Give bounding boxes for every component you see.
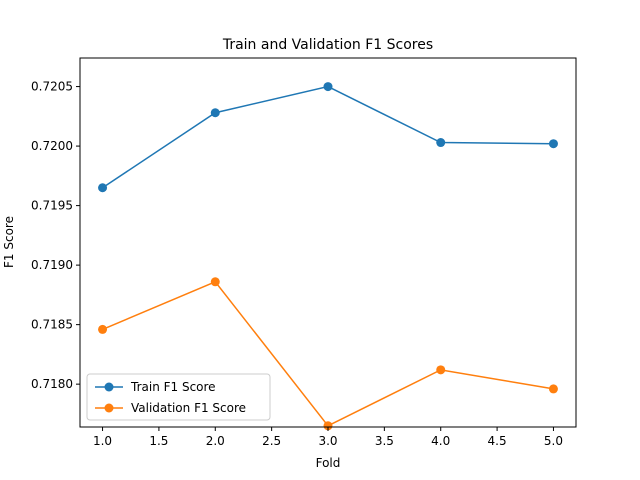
x-tick-label: 3.5	[375, 434, 394, 448]
y-tick-label: 0.7200	[31, 139, 73, 153]
legend-marker-1	[104, 403, 114, 413]
y-tick-label: 0.7180	[31, 377, 73, 391]
series-0-point	[548, 139, 558, 149]
x-tick-label: 4.0	[431, 434, 450, 448]
x-tick-label: 2.5	[262, 434, 281, 448]
legend-marker-0	[104, 382, 114, 392]
legend-label-0: Train F1 Score	[130, 380, 216, 394]
y-tick-label: 0.7205	[31, 80, 73, 94]
series-line-0	[102, 85, 554, 189]
series-0-point	[323, 82, 333, 92]
y-tick-label: 0.7190	[31, 258, 73, 272]
y-tick-label: 0.7195	[31, 199, 73, 213]
legend-label-1: Validation F1 Score	[131, 401, 246, 415]
series-1-point	[323, 421, 333, 431]
x-tick-label: 4.5	[488, 434, 507, 448]
y-axis-label: F1 Score	[2, 216, 16, 268]
x-tick-label: 1.0	[93, 434, 112, 448]
legend-box	[86, 373, 271, 421]
x-tick-label: 2.0	[206, 434, 225, 448]
y-tick-label: 0.7185	[31, 318, 73, 332]
x-tick-label: 5.0	[544, 434, 563, 448]
series-1-point	[210, 277, 220, 287]
series-1-point	[98, 324, 108, 334]
series-1-point	[436, 365, 446, 375]
x-tick-label: 1.5	[149, 434, 168, 448]
legend: Train F1 Score Validation F1 Score	[86, 373, 271, 421]
series-0-point	[436, 138, 446, 148]
series-1-point	[548, 384, 558, 394]
series-0-point	[210, 108, 220, 118]
series-0-point	[98, 183, 108, 193]
plot-frame	[79, 57, 577, 428]
x-tick-label: 3.0	[318, 434, 337, 448]
x-axis-label: Fold	[316, 456, 341, 470]
chart-title: Train and Validation F1 Scores	[222, 37, 433, 53]
